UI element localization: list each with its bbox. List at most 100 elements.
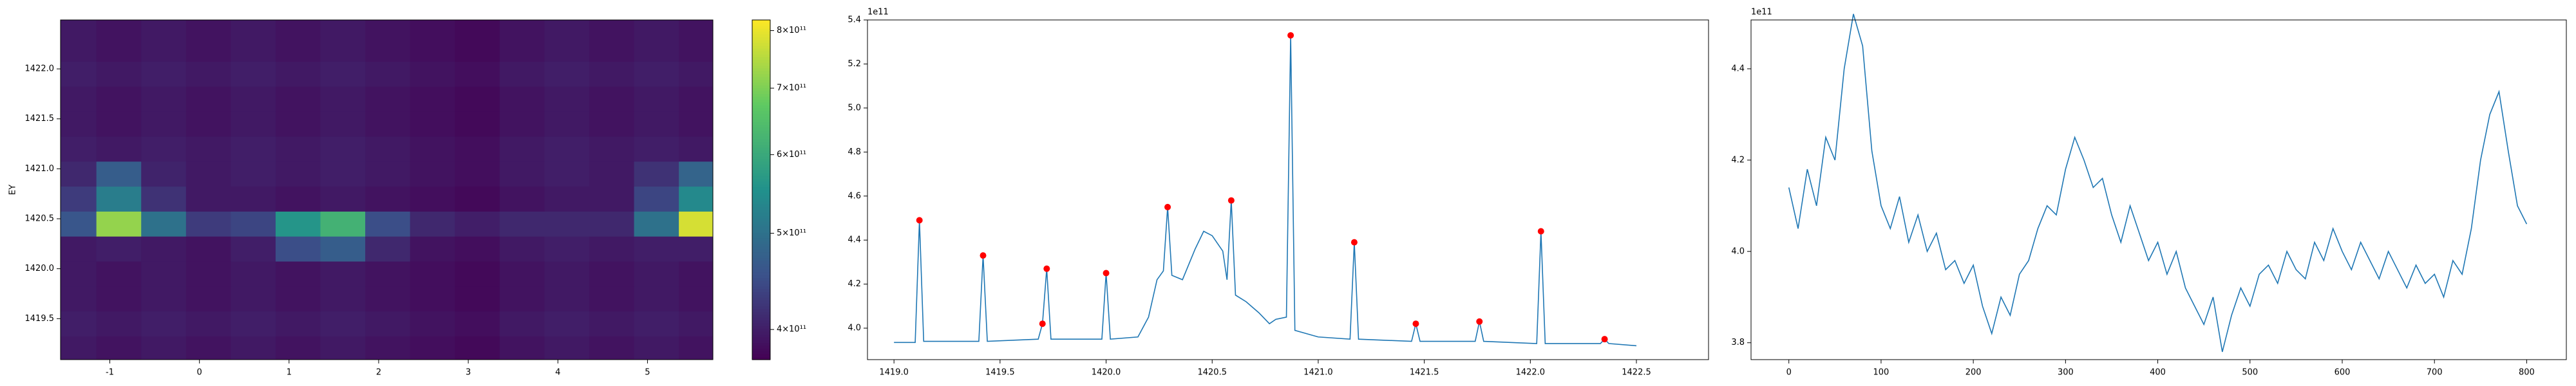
heatmap-cell (365, 36, 411, 62)
colorbar-slice (752, 294, 770, 298)
heatmap-cell (634, 161, 679, 187)
colorbar-slice (752, 283, 770, 287)
heatmap-cell (365, 286, 411, 312)
heatmap-cell (365, 86, 411, 112)
colorbar-slice (752, 232, 770, 235)
colorbar-slice (752, 229, 770, 233)
heatmap-cell (141, 236, 187, 262)
colorbar-slice (752, 152, 770, 156)
colorbar-slice (752, 303, 770, 306)
heatmap-cell (499, 136, 545, 162)
heatmap-cell (499, 111, 545, 137)
x-tick-label: 1420.0 (1092, 368, 1121, 378)
heatmap-cell (275, 186, 321, 212)
heatmap-cell (275, 286, 321, 312)
heatmap-cell (275, 161, 321, 187)
heatmap-cell (231, 111, 276, 137)
heatmap-cell (589, 311, 635, 337)
heatmap-cell (96, 336, 142, 360)
colorbar-slice (752, 144, 770, 148)
heatmap-cell (455, 86, 500, 112)
heatmap-cell (499, 211, 545, 237)
heatmap-cell (320, 111, 366, 137)
heatmap-cell (589, 236, 635, 262)
heatmap-cell (410, 61, 455, 87)
heatmap-cell (231, 20, 276, 37)
heatmap-cell (679, 86, 713, 112)
axes-frame (1750, 19, 2567, 360)
colorbar-slice (752, 311, 770, 315)
heatmap-cell (96, 136, 142, 162)
heatmap-cell (679, 20, 713, 37)
colorbar-slice (752, 53, 770, 57)
x-tick-label: -1 (106, 368, 114, 378)
axes-frame (867, 19, 1709, 360)
heatmap-cell (410, 161, 455, 187)
heatmap-cell (679, 36, 713, 62)
colorbar-slice (752, 198, 770, 202)
colorbar-slice (752, 156, 770, 160)
colorbar-slice (752, 340, 770, 344)
colorbar-slice (752, 96, 770, 100)
heatmap-cell (141, 20, 187, 37)
heatmap-cell (679, 136, 713, 162)
colorbar-slice (752, 82, 770, 86)
heatmap-cell (679, 336, 713, 360)
heatmap-cell (96, 86, 142, 112)
heatmap-cell (320, 86, 366, 112)
colorbar-slice (752, 209, 770, 213)
heatmap-cell (141, 211, 187, 237)
heatmap-cell (275, 20, 321, 37)
heatmap-cell (365, 311, 411, 337)
x-tick-label: 100 (1873, 368, 1889, 378)
heatmap-cell (141, 286, 187, 312)
x-tick-label: 5 (645, 368, 650, 378)
heatmap-cell (231, 186, 276, 212)
colorbar-slice (752, 271, 770, 275)
heatmap-cell (365, 186, 411, 212)
heatmap-cell (185, 136, 231, 162)
heatmap-cell (634, 211, 679, 237)
colorbar-tick-label: 5×10¹¹ (777, 228, 806, 238)
colorbar-slice (752, 184, 770, 188)
colorbar-slice (752, 124, 770, 128)
heatmap-cell (365, 236, 411, 262)
colorbar-slice (752, 178, 770, 182)
y-tick-label: 1420.5 (25, 214, 55, 224)
colorbar-tick-label: 8×10¹¹ (777, 26, 806, 35)
colorbar-slice (752, 306, 770, 309)
heatmap-cell (320, 61, 366, 87)
peak-marker (1043, 265, 1050, 272)
peak-marker (1103, 270, 1110, 277)
colorbar-slice (752, 314, 770, 318)
heatmap-cell (455, 236, 500, 262)
colorbar-slice (752, 85, 770, 89)
colorbar-slice (752, 351, 770, 354)
colorbar-slice (752, 142, 770, 145)
heatmap-cell (634, 311, 679, 337)
colorbar-slice (752, 127, 770, 131)
heatmap-cell (231, 336, 276, 360)
heatmap-cell (679, 236, 713, 262)
heatmap-cell (499, 86, 545, 112)
colorbar-slice (752, 34, 770, 37)
colorbar-slice (752, 176, 770, 179)
heatmap-cell (634, 236, 679, 262)
heatmap-cell (320, 336, 366, 360)
heatmap-cell (589, 286, 635, 312)
heatmap-cell (455, 336, 500, 360)
colorbar-slice (752, 334, 770, 338)
heatmap-cell (185, 186, 231, 212)
heatmap-cell (61, 20, 97, 37)
heatmap-cell (679, 211, 713, 237)
heatmap-cell (61, 136, 97, 162)
heatmap-cell (634, 336, 679, 360)
x-tick-label: 800 (2519, 368, 2535, 378)
heatmap-cell (141, 261, 187, 287)
colorbar-slice (752, 167, 770, 170)
heatmap-cell (589, 336, 635, 360)
heatmap-cell (455, 211, 500, 237)
colorbar-slice (752, 190, 770, 193)
heatmap-cell (410, 311, 455, 337)
offset-label: 1e11 (1751, 8, 1772, 17)
